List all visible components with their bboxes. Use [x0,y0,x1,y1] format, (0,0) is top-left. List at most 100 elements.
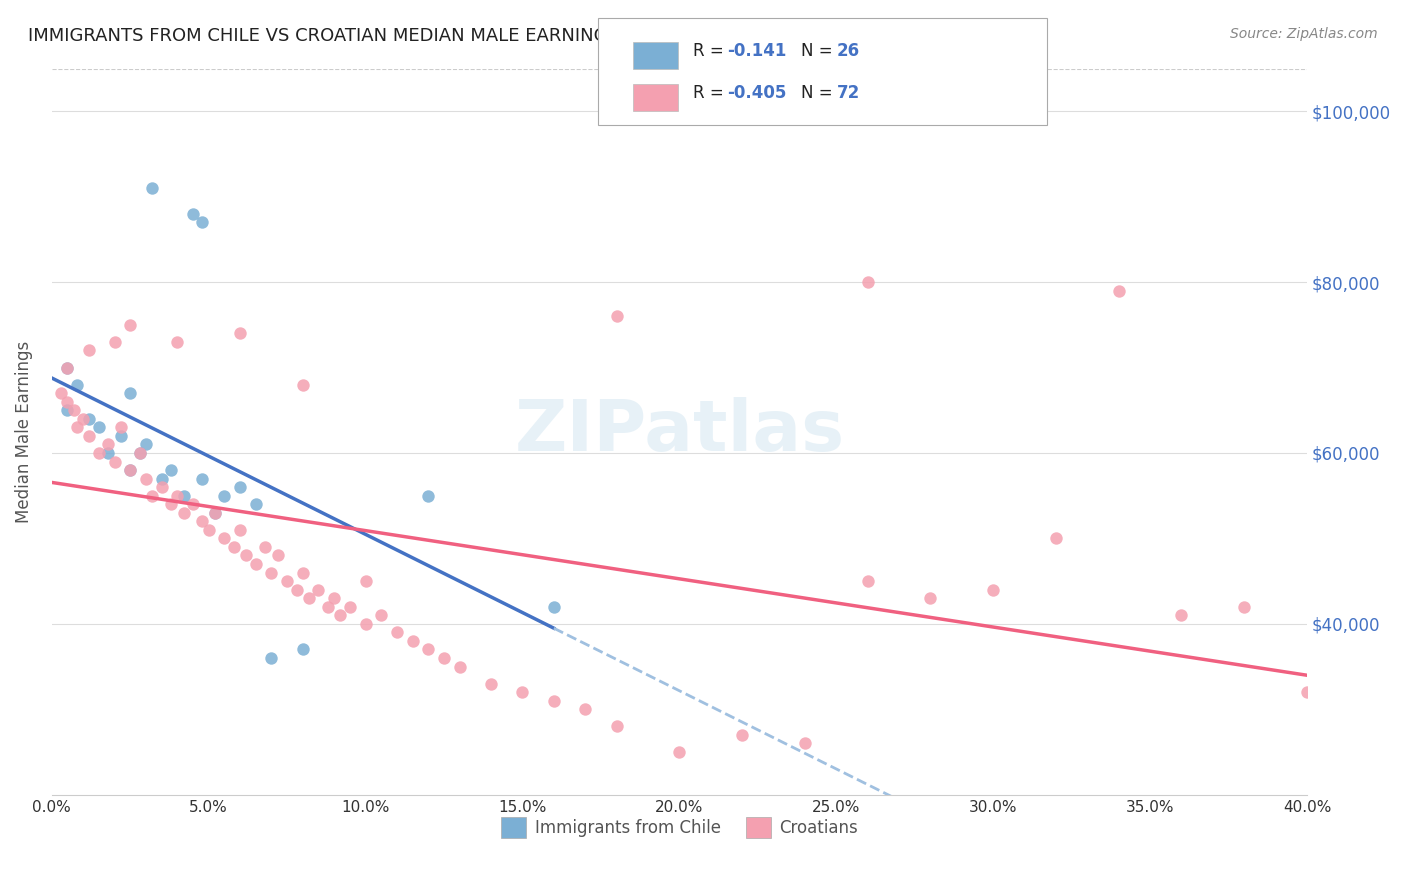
Point [543,694,565,708]
Point [160,463,183,477]
Point [285,582,308,597]
Point [56,394,79,409]
Point [181,497,204,511]
Point [166,489,188,503]
Text: N =: N = [801,84,838,102]
Point [87,446,110,460]
Point [298,591,321,606]
Point [856,275,879,289]
Point [512,685,534,699]
Point [87,420,110,434]
Point [731,728,754,742]
Point [204,506,226,520]
Point [110,420,132,434]
Point [323,591,346,606]
Point [449,659,471,673]
Point [245,557,267,571]
Point [79,429,101,443]
Point [235,549,257,563]
Point [150,472,173,486]
Point [260,566,283,580]
Point [254,540,277,554]
Point [222,540,245,554]
Point [291,566,314,580]
Point [141,181,163,195]
Text: 72: 72 [837,84,860,102]
Point [173,489,195,503]
Point [110,429,132,443]
Point [191,215,214,229]
Point [120,386,142,401]
Point [245,497,267,511]
Point [120,463,142,477]
Point [339,599,361,614]
Point [191,472,214,486]
Point [103,454,125,468]
Point [606,310,628,324]
Point [574,702,596,716]
Point [668,745,690,759]
Legend: Immigrants from Chile, Croatians: Immigrants from Chile, Croatians [495,811,865,845]
Point [214,489,236,503]
Point [385,625,408,640]
Point [166,334,188,349]
Text: Source: ZipAtlas.com: Source: ZipAtlas.com [1230,27,1378,41]
Point [354,574,377,588]
Point [229,326,252,341]
Point [316,599,339,614]
Point [181,207,204,221]
Point [197,523,219,537]
Point [229,523,252,537]
Point [160,497,183,511]
Point [401,634,423,648]
Point [214,532,236,546]
Text: 26: 26 [837,42,859,60]
Point [1170,608,1192,623]
Text: R =: R = [693,42,730,60]
Point [981,582,1004,597]
Text: N =: N = [801,42,838,60]
Point [1233,599,1256,614]
Point [793,736,815,750]
Point [128,446,150,460]
Point [1296,685,1319,699]
Point [141,489,163,503]
Point [79,412,101,426]
Point [97,446,120,460]
Point [56,360,79,375]
Point [543,599,565,614]
Point [229,480,252,494]
Text: ZIPatlas: ZIPatlas [515,397,845,467]
Point [418,489,440,503]
Text: -0.141: -0.141 [727,42,786,60]
Point [606,719,628,733]
Point [128,446,150,460]
Point [370,608,392,623]
Point [260,651,283,665]
Point [51,386,73,401]
Y-axis label: Median Male Earnings: Median Male Earnings [15,341,32,523]
Point [204,506,226,520]
Point [418,642,440,657]
Point [354,616,377,631]
Point [267,549,290,563]
Point [433,651,456,665]
Point [135,472,157,486]
Point [66,420,89,434]
Point [79,343,101,358]
Point [329,608,352,623]
Point [97,437,120,451]
Point [479,676,502,690]
Point [191,514,214,528]
Point [56,403,79,417]
Text: -0.405: -0.405 [727,84,786,102]
Point [72,412,94,426]
Point [276,574,298,588]
Point [920,591,942,606]
Point [135,437,157,451]
Point [173,506,195,520]
Point [56,360,79,375]
Point [103,334,125,349]
Point [1045,532,1067,546]
Point [150,480,173,494]
